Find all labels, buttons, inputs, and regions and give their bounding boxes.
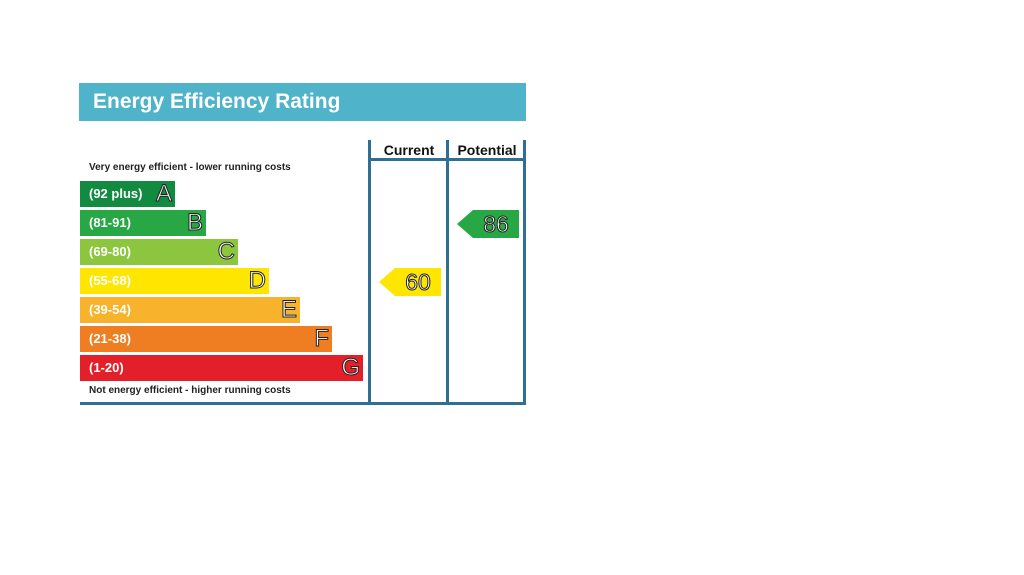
band-range-label: (92 plus)	[89, 186, 143, 201]
band-range-label: (21-38)	[89, 331, 131, 346]
band-letter: E	[280, 296, 297, 323]
band-b: (81-91) B	[80, 209, 206, 236]
band-range-label: (81-91)	[89, 215, 131, 230]
band-letter: B	[186, 209, 203, 236]
band-e: (39-54) E	[80, 296, 300, 323]
band-range-label: (39-54)	[89, 302, 131, 317]
band-letter: D	[248, 267, 266, 294]
band-g: (1-20) G	[80, 354, 363, 381]
frame-line	[368, 158, 526, 161]
band-range-label: (69-80)	[89, 244, 131, 259]
band-range-label: (1-20)	[89, 360, 124, 375]
band-letter: F	[314, 325, 330, 352]
potential-arrow	[457, 210, 519, 238]
potential-value: 86	[483, 211, 509, 237]
current-value: 60	[405, 269, 431, 295]
top-note: Very energy efficient - lower running co…	[89, 162, 291, 173]
potential-column-header: Potential	[457, 142, 517, 158]
band-a: (92 plus) A	[80, 180, 175, 207]
band-f: (21-38) F	[80, 325, 332, 352]
frame-line	[80, 402, 526, 405]
chart-title: Energy Efficiency Rating	[79, 83, 526, 121]
current-column-header: Current	[383, 142, 435, 158]
band-letter: G	[341, 354, 361, 381]
band-range-label: (55-68)	[89, 273, 131, 288]
band-letter: A	[155, 180, 172, 207]
frame-line	[368, 140, 371, 405]
band-c: (69-80) C	[80, 238, 238, 265]
frame-line	[446, 140, 449, 405]
frame-line	[523, 140, 526, 405]
current-arrow	[379, 268, 441, 296]
bottom-note: Not energy efficient - higher running co…	[89, 385, 291, 396]
band-d: (55-68) D	[80, 267, 269, 294]
band-letter: C	[217, 238, 235, 265]
